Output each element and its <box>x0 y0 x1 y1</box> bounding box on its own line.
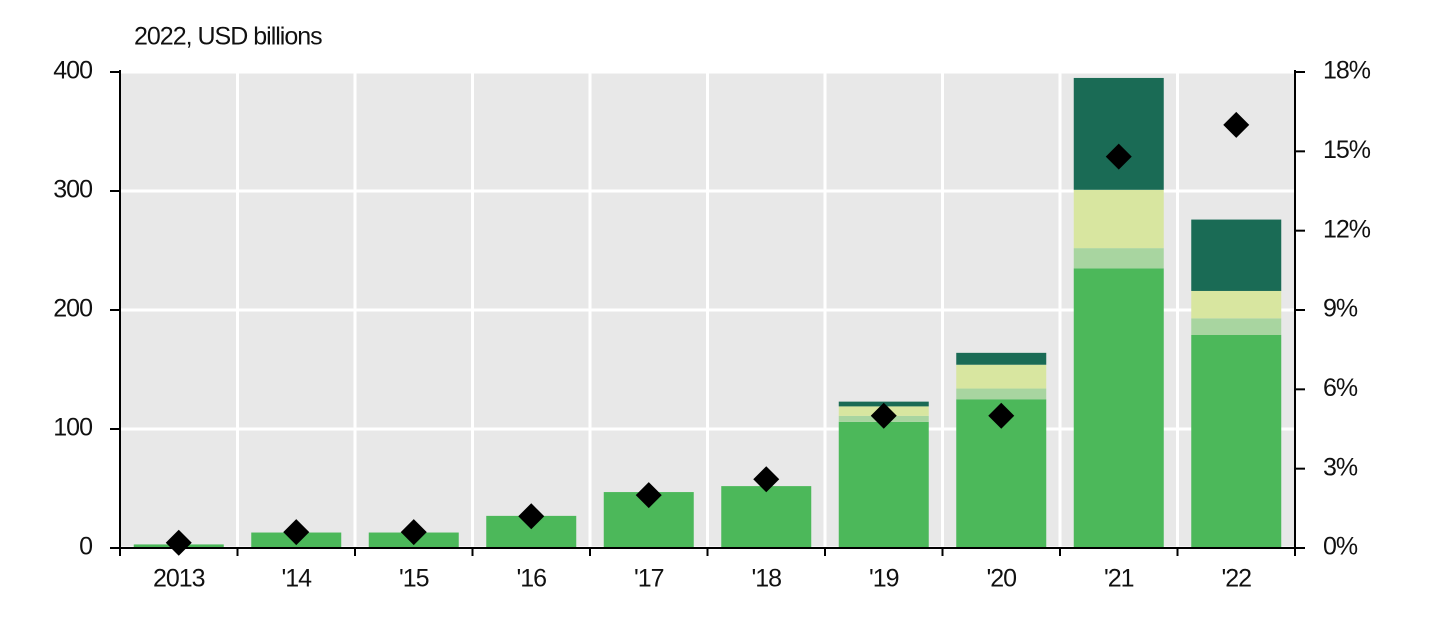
diamond-marker <box>635 482 662 509</box>
bar-segment <box>956 388 1047 400</box>
x-tick-label: '21 <box>1104 565 1134 593</box>
y-axis-label: 2022, USD billions <box>134 23 322 51</box>
x-tick-label: '15 <box>399 565 429 593</box>
y2-tick-label: 6% <box>1323 374 1358 402</box>
diamond-marker <box>165 529 192 556</box>
bar-segment <box>956 352 1047 365</box>
x-tick-label: '19 <box>869 565 899 593</box>
bar-segment <box>721 486 812 548</box>
x-tick-label: '16 <box>516 565 546 593</box>
y2-tick-label: 18% <box>1323 57 1371 85</box>
bar-segment <box>1191 318 1282 335</box>
bar-segment <box>1191 334 1282 548</box>
y-tick-label: 0 <box>79 533 92 561</box>
diamond-marker <box>518 503 545 530</box>
diamond-marker <box>988 402 1015 429</box>
x-tick-label: '20 <box>986 565 1016 593</box>
diamond-marker <box>870 402 897 429</box>
x-tick-label: '17 <box>634 565 664 593</box>
diamond-marker <box>283 519 310 546</box>
diamond-marker <box>1223 111 1250 138</box>
bar-segment <box>1073 189 1164 249</box>
bar-segment <box>1073 248 1164 269</box>
bar-segment <box>1073 268 1164 548</box>
bar-segment <box>1191 219 1282 291</box>
y-tick-label: 400 <box>53 57 92 85</box>
bar-segment <box>1073 77 1164 190</box>
y-tick-label: 300 <box>53 176 92 204</box>
diamond-marker <box>400 519 427 546</box>
bar-segment <box>1191 290 1282 319</box>
x-tick-label: '22 <box>1221 565 1251 593</box>
diamond-marker <box>753 466 780 493</box>
y2-tick-label: 9% <box>1323 295 1358 323</box>
y2-tick-label: 15% <box>1323 136 1371 164</box>
x-tick-label: '14 <box>281 565 312 593</box>
bar-segment <box>956 364 1047 389</box>
y2-tick-label: 3% <box>1323 453 1358 481</box>
y-tick-label: 200 <box>53 295 92 323</box>
x-tick-label: '18 <box>751 565 781 593</box>
y-tick-label: 100 <box>53 414 92 442</box>
y2-tick-label: 12% <box>1323 215 1371 243</box>
diamond-marker <box>1105 143 1132 170</box>
x-tick-label: 2013 <box>153 565 205 593</box>
bar-segment <box>838 421 929 548</box>
y2-tick-label: 0% <box>1323 533 1358 561</box>
